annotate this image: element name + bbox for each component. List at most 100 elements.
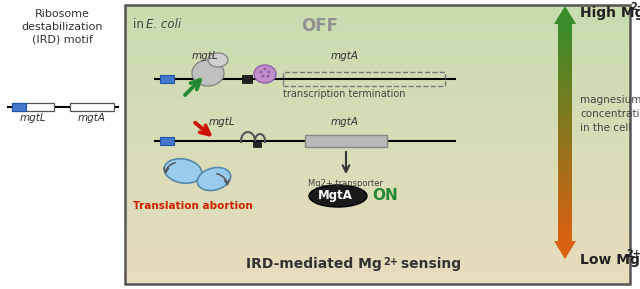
Bar (558, 53, 572, 57)
Bar (558, 48, 572, 51)
Bar (558, 197, 572, 200)
Bar (558, 170, 572, 173)
Bar (558, 148, 572, 151)
Bar (558, 99, 572, 103)
Text: mgtA: mgtA (331, 117, 359, 127)
Ellipse shape (208, 53, 228, 67)
Text: High Mg: High Mg (580, 6, 640, 20)
Text: Ribosome
destabilization
(IRD) motif: Ribosome destabilization (IRD) motif (21, 9, 103, 45)
Bar (558, 124, 572, 127)
Bar (558, 26, 572, 29)
Bar (12, 103, 54, 111)
Bar (558, 83, 572, 86)
Bar (558, 86, 572, 89)
Bar (125, 5, 630, 284)
Bar (558, 227, 572, 230)
Text: transcription termination: transcription termination (283, 89, 406, 99)
Bar (558, 118, 572, 122)
Text: mgtA: mgtA (331, 51, 359, 61)
Bar (558, 175, 572, 179)
Text: E. coli: E. coli (146, 18, 181, 31)
Text: in: in (133, 18, 148, 31)
Bar (558, 138, 572, 141)
Ellipse shape (164, 159, 202, 183)
Bar (558, 129, 572, 132)
Bar (558, 159, 572, 162)
Bar (558, 121, 572, 124)
Bar (558, 194, 572, 198)
Bar (558, 162, 572, 165)
Bar (558, 205, 572, 208)
Polygon shape (554, 6, 576, 24)
Bar (558, 238, 572, 241)
Bar (558, 62, 572, 65)
Bar (558, 143, 572, 146)
Bar (558, 102, 572, 105)
Bar (558, 110, 572, 114)
Bar (558, 32, 572, 35)
Text: 2+: 2+ (626, 249, 640, 259)
Text: magnesium
concentration
in the cell: magnesium concentration in the cell (580, 95, 640, 133)
Bar (242, 75, 252, 83)
Bar (558, 56, 572, 59)
Ellipse shape (268, 71, 271, 73)
Bar (558, 154, 572, 157)
Bar (558, 78, 572, 81)
Bar (558, 135, 572, 138)
Bar (160, 137, 174, 145)
Bar (558, 51, 572, 54)
Bar (558, 34, 572, 38)
Bar (558, 91, 572, 95)
Bar (160, 75, 174, 83)
Ellipse shape (254, 65, 276, 83)
Bar (558, 181, 572, 184)
Ellipse shape (192, 60, 224, 86)
Ellipse shape (259, 71, 262, 73)
Bar (558, 59, 572, 62)
Bar (558, 64, 572, 67)
Bar (558, 203, 572, 206)
Bar (558, 164, 572, 168)
Bar (558, 94, 572, 97)
Bar (283, 72, 445, 86)
Ellipse shape (264, 68, 266, 71)
Bar (305, 135, 387, 147)
Bar (558, 45, 572, 49)
Bar (558, 216, 572, 219)
Text: sensing: sensing (396, 257, 461, 271)
Bar (558, 37, 572, 40)
Bar (12, 103, 26, 111)
Bar (558, 167, 572, 171)
Bar (558, 211, 572, 214)
Bar (558, 146, 572, 149)
Bar (558, 156, 572, 160)
Bar (558, 67, 572, 70)
Bar (558, 213, 572, 216)
Text: 2+: 2+ (630, 2, 640, 12)
Bar (558, 140, 572, 143)
Text: mgtL: mgtL (209, 117, 236, 127)
Bar (70, 103, 114, 111)
Text: Low Mg: Low Mg (580, 253, 640, 267)
Bar (558, 89, 572, 92)
Bar (558, 116, 572, 119)
Bar (558, 72, 572, 75)
Ellipse shape (266, 75, 269, 77)
Text: mgtL: mgtL (192, 51, 218, 61)
Bar (558, 70, 572, 73)
Bar (558, 184, 572, 187)
Bar (558, 97, 572, 100)
Bar (558, 192, 572, 195)
Bar (558, 127, 572, 130)
Bar (558, 75, 572, 78)
Bar (558, 200, 572, 203)
Bar (558, 173, 572, 176)
Bar (558, 208, 572, 211)
Ellipse shape (262, 75, 264, 77)
Bar (558, 186, 572, 190)
Bar (558, 80, 572, 84)
Ellipse shape (197, 168, 230, 190)
Bar (558, 232, 572, 236)
Bar (558, 189, 572, 192)
Bar (558, 178, 572, 181)
